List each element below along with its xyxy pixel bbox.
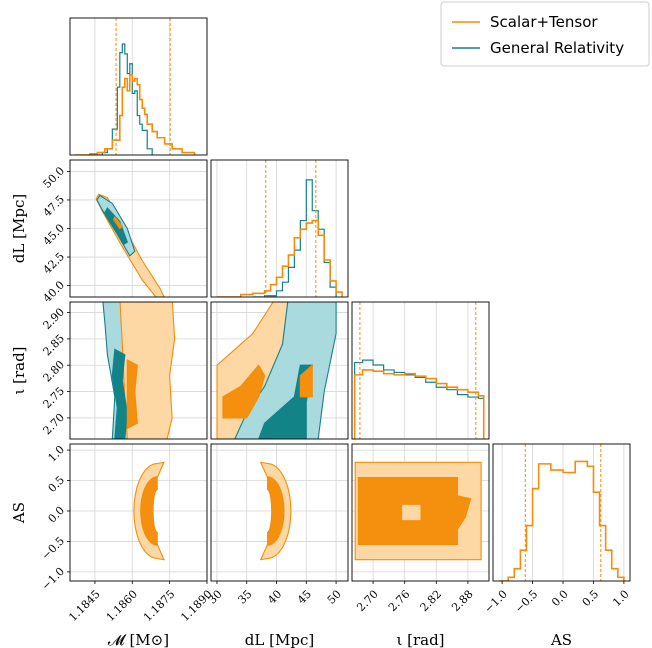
xtick-label-as-1: −0.5 [512,588,540,616]
xtick-label-as-2: 0.0 [549,588,571,610]
grid-r3-c1 [211,444,348,581]
panel-frame-r2-c2 [351,301,490,440]
content-r3-c0 [133,461,165,561]
contour-st-inner-r2c0 [126,359,138,430]
ytick-label-dl-1: 42.5 [41,250,68,277]
legend-box [440,1,650,67]
hist-gr-iota [354,359,485,439]
content-r2-c0 [102,302,176,439]
contour-st-inner-r1c0 [112,216,124,230]
xaxis-label-as: AS [550,631,572,648]
panel-frame-r3-c3 [492,443,631,582]
content-r1-c0 [95,193,165,297]
xtick-label-dl-2: 40 [265,588,284,607]
ytick-label-dl-0: 40.0 [41,279,68,306]
yaxis-label-iota: ι [rad] [10,346,28,394]
contour-gr-inner-r2c1 [258,364,313,439]
contour-st-inner-r2c1 [222,364,266,419]
legend-label-0: Scalar+Tensor [490,13,598,31]
xtick-label-mc-0: 1.1845 [66,588,102,624]
content-r2-c1 [216,302,337,439]
xtick-label-dl-1: 35 [235,588,254,607]
ytick-label-as-0: −1.0 [39,565,67,593]
legend-label-1: General Relativity [490,39,624,57]
content-r3-c1 [259,461,292,561]
xtick-label-iota-0: 2.70 [354,588,381,615]
panel-frame-r3-c1 [210,443,349,582]
ytick-label-iota-4: 2.90 [41,305,68,332]
xtick-label-dl-4: 50 [325,588,344,607]
xtick-label-mc-1: 1.1860 [104,588,140,624]
content-r3-c2 [354,461,482,561]
ytick-label-iota-2: 2.80 [41,358,68,385]
ytick-label-as-3: 0.5 [46,473,68,495]
ytick-label-as-2: 0.0 [46,504,68,526]
panel-frame-r1-c1 [210,159,349,298]
xtick-label-iota-3: 2.88 [449,588,476,615]
xtick-label-dl-0: 30 [206,588,225,607]
ytick-label-dl-4: 50.0 [41,164,68,191]
panel-frame-r3-c0 [69,443,208,582]
xtick-label-iota-1: 2.76 [386,588,413,615]
hist-st-dl [216,219,343,297]
xtick-label-dl-3: 45 [295,588,314,607]
contour-st-hole-r3c2 [402,504,421,521]
panel-frame-r2-c1 [210,301,349,440]
hist-gr-dl [252,179,337,297]
xaxis-label-iota: ι [rad] [396,631,444,648]
content-r0-c0 [74,18,196,155]
xtick-label-as-4: 1.0 [610,588,632,610]
legend: Scalar+Tensor General Relativity [440,1,650,67]
content-r1-c1 [216,160,343,297]
contour-gr-inner-r1c0 [104,207,128,246]
xtick-label-as-3: 0.5 [580,588,602,610]
content-r2-c2 [353,302,485,439]
ytick-label-dl-3: 47.5 [41,193,68,220]
xaxis-label-mc: 𝓜 [M⊙] [108,631,169,648]
panel-bg-r1-c1 [211,160,348,297]
xtick-label-mc-2: 1.1875 [141,588,177,624]
ytick-label-as-4: 1.0 [46,443,68,465]
ytick-label-dl-2: 45.0 [41,221,68,248]
yaxis-label-as: AS [10,502,28,524]
contour-gr-inner-r2c0 [111,348,128,439]
xaxis-label-dl: dL [Mpc] [245,631,314,648]
xtick-label-iota-2: 2.82 [418,588,445,615]
panel-frame-r2-c0 [69,301,208,440]
contour-st-r3c1-inner [267,476,285,546]
ytick-label-iota-1: 2.75 [41,385,68,412]
xtick-label-as-0: −1.0 [482,588,510,616]
ytick-label-iota-3: 2.85 [41,332,68,359]
hist-st-as [499,460,625,581]
content-r3-c3 [499,444,625,581]
panel-bg-r3-c3 [493,444,630,581]
ytick-label-iota-0: 2.70 [41,411,68,438]
ytick-label-as-1: −0.5 [39,534,67,562]
panel-frame-r0-c0 [69,17,208,156]
hist-st-mc [74,74,196,155]
hist-st-iota [353,369,485,439]
panel-frame-r3-c2 [351,443,490,582]
yaxis-label-dl: dL [Mpc] [10,194,28,263]
contour-st-r3c0-inner [140,476,158,546]
panel-bg-r0-c0 [70,18,207,155]
contour-st-inner2-r2c1 [299,363,313,398]
